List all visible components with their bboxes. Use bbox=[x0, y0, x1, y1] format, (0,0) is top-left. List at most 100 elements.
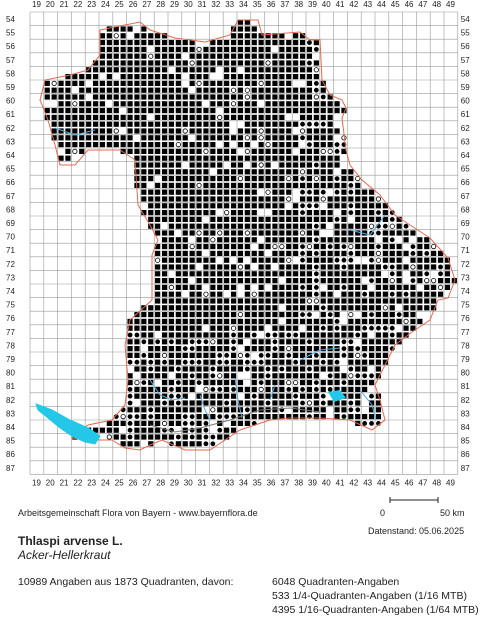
occurrence-square bbox=[403, 298, 409, 304]
occurrence-square bbox=[382, 203, 388, 209]
occurrence-dot bbox=[272, 346, 278, 351]
row-label: 82 bbox=[6, 396, 15, 405]
occurrence-square bbox=[196, 318, 202, 324]
occurrence-square bbox=[168, 366, 175, 372]
occurrence-square bbox=[230, 393, 237, 399]
occurrence-square bbox=[168, 176, 175, 182]
occurrence-square bbox=[182, 108, 188, 114]
occurrence-square bbox=[79, 135, 85, 141]
occurrence-square bbox=[203, 237, 209, 243]
occurrence-dot bbox=[320, 325, 326, 331]
occurrence-dot bbox=[341, 264, 347, 270]
occurrence-square bbox=[58, 114, 64, 120]
occurrence-square bbox=[244, 19, 250, 25]
row-label: 75 bbox=[461, 301, 470, 310]
occurrence-square bbox=[272, 325, 278, 331]
occurrence-square bbox=[210, 142, 216, 148]
occurrence-square bbox=[279, 101, 285, 107]
occurrence-square bbox=[168, 223, 175, 229]
occurrence-square bbox=[251, 380, 257, 386]
occurrence-dot bbox=[307, 203, 312, 209]
occurrence-square bbox=[168, 400, 175, 406]
occurrence-square bbox=[258, 414, 264, 420]
occurrence-square bbox=[58, 101, 64, 107]
occurrence-square bbox=[148, 210, 154, 216]
occurrence-square bbox=[230, 420, 237, 426]
occurrence-square bbox=[251, 33, 257, 39]
occurrence-square bbox=[92, 67, 99, 73]
occurrence-square bbox=[306, 169, 313, 175]
occurrence-square bbox=[127, 148, 133, 154]
occurrence-square bbox=[403, 312, 409, 318]
occurrence-square bbox=[286, 237, 292, 243]
column-label: 43 bbox=[363, 0, 372, 9]
occurrence-square bbox=[327, 264, 333, 270]
occurrence-square bbox=[279, 325, 285, 331]
occurrence-dot bbox=[203, 339, 209, 345]
occurrence-square bbox=[155, 223, 161, 229]
occurrence-dot bbox=[244, 366, 250, 372]
row-label: 67 bbox=[461, 192, 470, 201]
occurrence-square bbox=[203, 128, 209, 134]
occurrence-dot bbox=[389, 210, 395, 216]
occurrence-square bbox=[237, 53, 244, 59]
occurrence-square bbox=[168, 46, 175, 52]
occurrence-square bbox=[72, 108, 78, 114]
occurrence-dot bbox=[300, 387, 305, 392]
occurrence-square bbox=[265, 53, 271, 59]
occurrence-dot bbox=[300, 312, 305, 317]
occurrence-square bbox=[161, 434, 168, 440]
occurrence-square bbox=[368, 339, 375, 345]
occurrence-square bbox=[161, 182, 168, 188]
occurrence-square bbox=[410, 298, 416, 304]
occurrence-square bbox=[217, 128, 223, 134]
occurrence-dot bbox=[334, 257, 340, 263]
occurrence-square bbox=[237, 80, 244, 86]
occurrence-square bbox=[196, 414, 202, 420]
occurrence-square bbox=[168, 305, 175, 311]
occurrence-square bbox=[286, 74, 292, 80]
occurrence-square bbox=[244, 271, 250, 277]
occurrence-square bbox=[224, 121, 230, 127]
occurrence-square bbox=[362, 359, 368, 365]
occurrence-square bbox=[341, 148, 347, 154]
occurrence-circle-open bbox=[203, 386, 209, 392]
occurrence-circle-open bbox=[258, 128, 264, 134]
occurrence-square bbox=[168, 40, 175, 46]
occurrence-square bbox=[293, 318, 299, 324]
occurrence-square bbox=[141, 325, 147, 331]
occurrence-square bbox=[182, 332, 188, 338]
occurrence-square bbox=[217, 420, 223, 426]
occurrence-square bbox=[217, 237, 223, 243]
occurrence-square bbox=[127, 441, 133, 447]
occurrence-square bbox=[72, 74, 78, 80]
occurrence-square bbox=[299, 298, 306, 304]
occurrence-square bbox=[327, 108, 333, 114]
occurrence-square bbox=[327, 400, 333, 406]
row-label: 60 bbox=[6, 97, 15, 106]
occurrence-square bbox=[155, 121, 161, 127]
row-label: 65 bbox=[461, 165, 470, 174]
occurrence-square bbox=[382, 346, 388, 352]
column-label: 22 bbox=[73, 478, 82, 487]
occurrence-circle-open bbox=[210, 237, 216, 243]
occurrence-square bbox=[44, 87, 50, 93]
occurrence-square bbox=[237, 142, 244, 148]
occurrence-square bbox=[127, 128, 133, 134]
occurrence-square bbox=[134, 318, 140, 324]
occurrence-dot bbox=[189, 373, 195, 379]
occurrence-square bbox=[230, 237, 237, 243]
occurrence-square bbox=[382, 332, 388, 338]
occurrence-dot bbox=[182, 359, 188, 365]
occurrence-square bbox=[362, 189, 368, 195]
occurrence-square bbox=[327, 169, 333, 175]
occurrence-square bbox=[258, 169, 264, 175]
occurrence-square bbox=[286, 291, 292, 297]
row-label: 66 bbox=[6, 178, 15, 187]
occurrence-square bbox=[293, 339, 299, 345]
occurrence-square bbox=[189, 352, 195, 358]
occurrence-dot bbox=[348, 366, 354, 372]
occurrence-square bbox=[293, 414, 299, 420]
occurrence-dot bbox=[134, 359, 140, 365]
occurrence-square bbox=[210, 94, 216, 100]
